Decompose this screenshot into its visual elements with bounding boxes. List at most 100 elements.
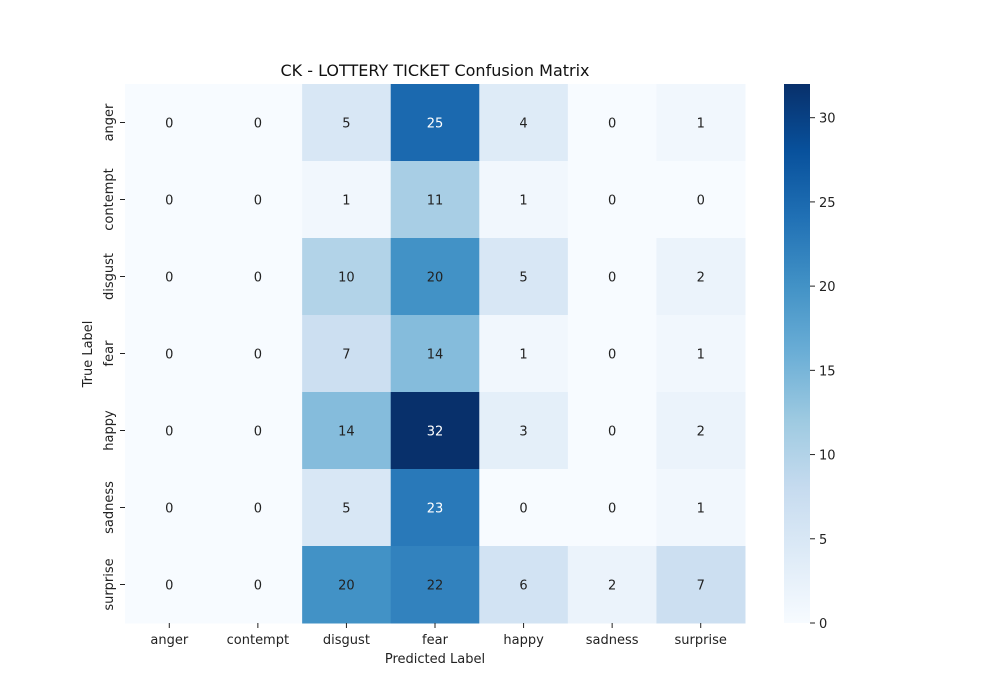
cell-value-label: 23: [427, 502, 444, 517]
cell-value-label: 0: [165, 425, 173, 440]
x-tick-label: contempt: [227, 633, 289, 648]
heatmap-cell: [479, 469, 569, 547]
heatmap-cell: [213, 469, 303, 547]
cell-value-label: 5: [342, 117, 350, 132]
heatmap-cell: [125, 469, 215, 547]
cell-value-label: 1: [519, 194, 527, 209]
heatmap-cell: [656, 392, 746, 470]
chart-title: CK - LOTTERY TICKET Confusion Matrix: [280, 61, 589, 80]
cell-value-label: 22: [427, 579, 444, 594]
heatmap-cell: [302, 161, 392, 239]
heatmap-cell: [479, 546, 569, 624]
heatmap-cell: [213, 315, 303, 393]
cell-value-label: 20: [427, 271, 444, 286]
heatmap-cell: [390, 469, 480, 547]
cell-value-label: 0: [165, 502, 173, 517]
heatmap-cell: [390, 315, 480, 393]
heatmap-grid: 0 0 5 25 4 0 10 0 1 11 1 0 00 0 10 20 5 0 20 0 7 14 1 0 10 0 14 32 3…: [125, 84, 746, 624]
y-tick-label: happy: [102, 410, 117, 451]
cell-value-label: 5: [342, 502, 350, 517]
heatmap-cell: [213, 161, 303, 239]
colorbar-tick-label: 10: [819, 449, 836, 464]
heatmap-cell: [125, 546, 215, 624]
cell-value-label: 1: [519, 348, 527, 363]
x-tick-label: fear: [422, 633, 449, 648]
cell-value-label: 20: [338, 579, 355, 594]
cell-value-label: 0: [254, 194, 262, 209]
cell-value-label: 0: [254, 502, 262, 517]
heatmap-cell: [390, 546, 480, 624]
heatmap-cell: [302, 84, 392, 162]
heatmap-cell: [479, 238, 569, 316]
cell-value-label: 0: [165, 117, 173, 132]
cell-value-label: 0: [254, 348, 262, 363]
heatmap-cell: [479, 84, 569, 162]
y-axis-label: True Label: [81, 321, 96, 389]
heatmap-cell: [567, 161, 657, 239]
x-tick-label: disgust: [323, 633, 370, 648]
cell-value-label: 14: [338, 425, 355, 440]
heatmap-cell: [656, 469, 746, 547]
heatmap-cell: [567, 84, 657, 162]
cell-value-label: 0: [165, 194, 173, 209]
cell-value-label: 11: [427, 194, 444, 209]
cell-value-label: 0: [254, 425, 262, 440]
cell-value-label: 0: [254, 271, 262, 286]
y-tick-label: disgust: [102, 253, 117, 300]
cell-value-label: 2: [697, 425, 705, 440]
cell-value-label: 0: [608, 117, 616, 132]
cell-value-label: 0: [608, 502, 616, 517]
colorbar-tick-label: 0: [819, 617, 827, 632]
heatmap-cell: [125, 84, 215, 162]
heatmap-cell: [656, 546, 746, 624]
cell-value-label: 0: [165, 271, 173, 286]
cell-value-label: 2: [608, 579, 616, 594]
heatmap-cell: [390, 84, 480, 162]
colorbar-tick-label: 30: [819, 112, 836, 127]
cell-value-label: 0: [608, 271, 616, 286]
cell-value-label: 32: [427, 425, 444, 440]
x-tick-label: surprise: [675, 633, 727, 648]
x-axis-ticks: anger contempt disgust fear happy sadness surp…: [150, 623, 727, 648]
cell-value-label: 7: [342, 348, 350, 363]
heatmap-cell: [302, 315, 392, 393]
x-tick-label: happy: [503, 633, 544, 648]
heatmap-cell: [567, 392, 657, 470]
heatmap-cell: [302, 469, 392, 547]
y-tick-label: contempt: [102, 168, 117, 230]
heatmap-cell: [390, 161, 480, 239]
heatmap-cell: [567, 546, 657, 624]
x-tick-label: sadness: [586, 633, 639, 648]
heatmap-cell: [213, 84, 303, 162]
cell-value-label: 14: [427, 348, 444, 363]
cell-value-label: 10: [338, 271, 355, 286]
cell-value-label: 0: [519, 502, 527, 517]
heatmap-cell: [479, 392, 569, 470]
cell-value-label: 2: [697, 271, 705, 286]
cell-value-label: 0: [254, 579, 262, 594]
y-tick-label: surprise: [102, 558, 117, 610]
cell-value-label: 0: [165, 348, 173, 363]
cell-value-label: 25: [427, 117, 444, 132]
cell-value-label: 7: [697, 579, 705, 594]
colorbar-tick-label: 5: [819, 533, 827, 548]
colorbar-gradient: [784, 84, 810, 623]
heatmap-cell: [656, 238, 746, 316]
heatmap-cell: [213, 392, 303, 470]
heatmap-cell: [125, 238, 215, 316]
heatmap-cell: [656, 315, 746, 393]
y-tick-label: fear: [102, 340, 117, 367]
heatmap-cell: [125, 161, 215, 239]
heatmap-cell: [567, 315, 657, 393]
heatmap-cell: [125, 392, 215, 470]
x-axis-label: Predicted Label: [385, 652, 485, 667]
heatmap-cell: [302, 392, 392, 470]
heatmap-cell: [656, 84, 746, 162]
y-axis-ticks: anger contempt disgust fear happy sadness surp…: [102, 103, 125, 611]
heatmap-cell: [213, 238, 303, 316]
cell-value-label: 3: [519, 425, 527, 440]
heatmap-cell: [125, 315, 215, 393]
cell-value-label: 1: [697, 117, 705, 132]
colorbar-tick-label: 25: [819, 196, 836, 211]
